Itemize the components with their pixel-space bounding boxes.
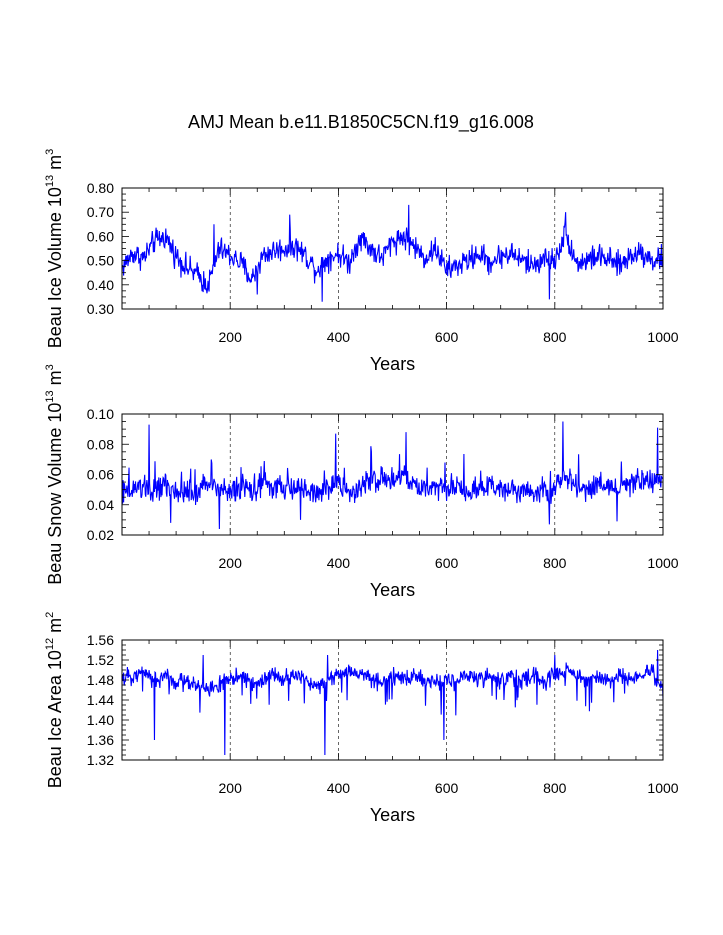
x-axis-label: Years [370,805,415,825]
x-tick-label: 400 [327,329,351,345]
series-line [122,204,664,302]
chart-panel-1: 200 400 600 800 1000 0.30 0.40 0.50 0.60 0.70 0.80… [44,149,679,374]
chart-panel-3: 200 400 600 800 1000 1.32 1.36 1.40 1.44 1.48 1.52… [44,612,679,825]
y-tick-label: 0.08 [87,436,114,452]
y-tick-label: 0.02 [87,527,114,543]
y-tick-label: 0.80 [87,180,114,196]
y-tick-label: 0.70 [87,204,114,220]
x-tick-label: 600 [435,780,459,796]
x-tick-label: 200 [219,555,243,571]
chart-panel-2: 200 400 600 800 1000 0.02 0.04 0.06 0.08 0.10 Year… [44,364,679,600]
y-axis-label: Beau Ice Area 1012 m2 [44,612,65,788]
y-tick-label: 1.56 [87,632,114,648]
y-axis-label: Beau Snow Volume 1013 m3 [44,364,65,585]
y-tick-label: 1.44 [87,692,114,708]
x-tick-label: 800 [543,329,567,345]
y-tick-label: 0.06 [87,467,114,483]
x-tick-label: 400 [327,555,351,571]
y-tick-label: 0.40 [87,277,114,293]
series-line [121,649,664,756]
x-tick-label: 600 [435,329,459,345]
y-tick-label: 1.36 [87,732,114,748]
x-tick-label: 800 [543,780,567,796]
y-tick-label: 0.04 [87,497,114,513]
x-tick-label: 800 [543,555,567,571]
x-tick-label: 200 [219,329,243,345]
x-tick-label: 600 [435,555,459,571]
y-tick-label: 1.40 [87,712,114,728]
y-axis-label: Beau Ice Volume 1013 m3 [44,149,65,349]
y-tick-label: 0.30 [87,301,114,317]
y-tick-label: 0.10 [87,406,114,422]
x-tick-label: 1000 [647,329,678,345]
x-tick-label: 400 [327,780,351,796]
series-line [121,421,664,529]
figure-title: AMJ Mean b.e11.B1850C5CN.f19_g16.008 [188,112,534,133]
y-tick-label: 1.48 [87,672,114,688]
y-tick-label: 1.52 [87,652,114,668]
x-tick-label: 1000 [647,555,678,571]
y-tick-label: 0.60 [87,228,114,244]
x-tick-label: 200 [219,780,243,796]
x-axis-label: Years [370,354,415,374]
x-tick-label: 1000 [647,780,678,796]
y-tick-label: 0.50 [87,253,114,269]
y-tick-label: 1.32 [87,752,114,768]
x-axis-label: Years [370,580,415,600]
